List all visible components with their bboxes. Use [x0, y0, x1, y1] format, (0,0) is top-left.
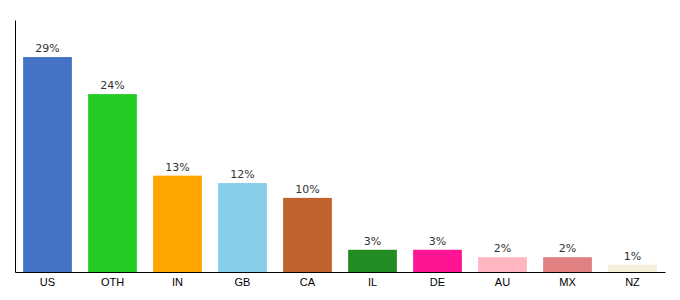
- data-label: 24%: [100, 79, 124, 92]
- x-tick-label: IL: [368, 276, 377, 288]
- data-label: 10%: [295, 183, 319, 196]
- x-tick: US: [40, 272, 55, 288]
- y-axis-line: [15, 21, 16, 273]
- bar: [348, 250, 397, 272]
- x-tick-label: AU: [495, 276, 510, 288]
- data-label: 12%: [230, 168, 254, 181]
- bar: [543, 257, 592, 272]
- bars: [23, 57, 657, 272]
- chart: US OTH IN GB CA IL DE AU MX NZ 29% 24% 13% 12% 10% 3% 3%…: [0, 0, 680, 300]
- x-tick-label: US: [40, 276, 55, 288]
- x-tick: OTH: [101, 272, 124, 288]
- data-labels: 29% 24% 13% 12% 10% 3% 3% 2% 2% 1%: [35, 42, 641, 263]
- bar: [23, 57, 72, 272]
- data-label: 2%: [559, 242, 576, 255]
- data-label: 1%: [624, 250, 641, 263]
- x-tick-label: IN: [172, 276, 183, 288]
- x-tick-label: MX: [559, 276, 576, 288]
- data-label: 2%: [494, 242, 511, 255]
- bar: [478, 257, 527, 272]
- x-tick: DE: [430, 272, 445, 288]
- x-tick-label: OTH: [101, 276, 124, 288]
- plot: US OTH IN GB CA IL DE AU MX NZ 29% 24% 13% 12% 10% 3% 3%…: [16, 21, 666, 288]
- bar: [608, 265, 657, 272]
- x-axis-line: [16, 272, 666, 273]
- x-tick: IN: [172, 272, 183, 288]
- x-tick: IL: [368, 272, 377, 288]
- x-tick-label: CA: [300, 276, 316, 288]
- x-tick: MX: [559, 272, 576, 288]
- x-tick-label: NZ: [625, 276, 640, 288]
- x-tick: AU: [495, 272, 510, 288]
- x-tick: GB: [235, 272, 251, 288]
- bar: [283, 198, 332, 272]
- x-tick: NZ: [625, 272, 640, 288]
- bar: [88, 94, 137, 272]
- data-label: 29%: [35, 42, 59, 55]
- data-label: 3%: [364, 235, 381, 248]
- data-label: 13%: [165, 161, 189, 174]
- bar: [153, 176, 202, 272]
- data-label: 3%: [429, 235, 446, 248]
- x-tick: CA: [300, 272, 316, 288]
- x-axis: US OTH IN GB CA IL DE AU MX NZ: [16, 272, 666, 288]
- y-axis: [15, 21, 16, 273]
- x-tick-label: GB: [235, 276, 251, 288]
- bar: [218, 183, 267, 272]
- bar: [413, 250, 462, 272]
- x-tick-label: DE: [430, 276, 445, 288]
